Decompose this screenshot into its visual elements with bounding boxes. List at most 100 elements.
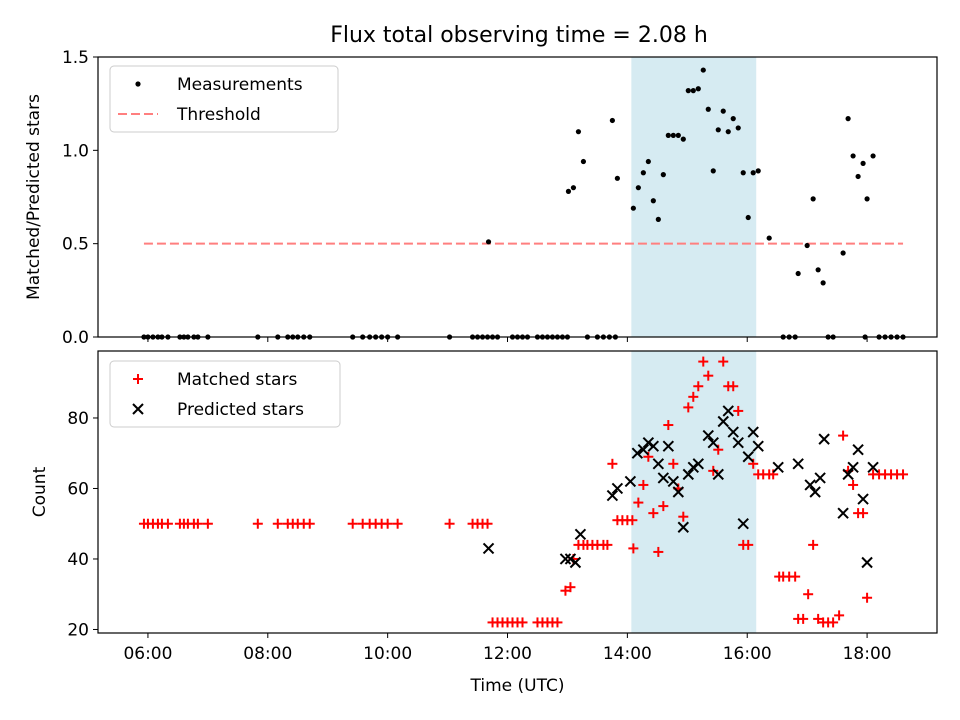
matched-star-point (668, 458, 679, 469)
matched-star-point (607, 458, 618, 469)
predicted-star-point (861, 556, 873, 569)
predicted-star-point (662, 440, 675, 452)
measurement-point (685, 88, 691, 94)
predicted-star-point (847, 461, 859, 474)
matched-star-point (347, 518, 358, 529)
matched-star-point (638, 479, 649, 490)
matched-star-point (898, 469, 909, 480)
legend-box (109, 360, 341, 428)
x-b (867, 461, 879, 474)
matched-star-point (648, 508, 659, 519)
predicted-star-point (717, 415, 729, 428)
predicted-star-point (737, 518, 749, 530)
matched-star-point (703, 370, 714, 381)
matched-star-point (162, 518, 173, 529)
predicted-star-point (727, 426, 739, 438)
x-b (637, 443, 650, 456)
measurement-point (750, 170, 756, 176)
matched-star-point (743, 539, 754, 550)
legend-label: Predicted stars (177, 400, 304, 420)
x-b (737, 518, 749, 530)
x-tick-label: 16:00 (723, 644, 772, 664)
y-axis-label: Count (30, 466, 50, 517)
matched-star-point (698, 356, 709, 367)
measurement-point (710, 168, 716, 174)
y-tick-label: 1.0 (62, 141, 89, 161)
x-b (861, 556, 873, 569)
matched-star-point (798, 613, 809, 624)
matched-star-point (862, 592, 873, 603)
matched-star-point (718, 356, 729, 367)
x-b (682, 468, 695, 481)
predicted-star-point (814, 472, 826, 484)
x-b (707, 436, 719, 449)
legend-dot-marker (135, 81, 141, 87)
top-axes-frame (97, 56, 938, 338)
x-b (702, 429, 714, 442)
measurement-point (810, 196, 816, 202)
x-b (792, 458, 804, 470)
measurement-point (795, 270, 801, 277)
matched-star-point (733, 405, 744, 416)
predicted-star-point (804, 479, 816, 491)
y-tick-label: 60 (67, 479, 89, 499)
y-tick-label: 20 (67, 620, 89, 640)
x-b (772, 461, 784, 474)
predicted-star-point (809, 486, 821, 498)
measurement-point (735, 125, 741, 131)
x-b (482, 542, 495, 555)
matched-star-point (728, 381, 739, 392)
measurement-point (870, 153, 876, 159)
x-b (662, 440, 675, 452)
x-b (677, 521, 690, 533)
matched-star-point (688, 391, 699, 402)
measurement-point (725, 129, 731, 135)
measurement-point (640, 170, 646, 176)
x-b (672, 486, 685, 498)
matched-star-point (663, 420, 674, 431)
predicted-star-point (712, 468, 724, 481)
matched-star-point (552, 617, 563, 628)
legend: Measurements Threshold (109, 65, 339, 133)
matched-star-point (828, 617, 839, 628)
measurement-point (860, 160, 866, 166)
x-b (814, 472, 826, 484)
predicted-star-point (611, 482, 624, 495)
predicted-star-point (624, 475, 637, 488)
x-b (804, 479, 816, 491)
predicted-star-point (667, 475, 680, 488)
matched-star-point (252, 518, 263, 529)
matched-star-point (392, 518, 403, 529)
x-tick-label: 08:00 (243, 644, 292, 664)
legend-label: Threshold (176, 105, 261, 125)
x-b (842, 468, 854, 481)
y-tick-label: 0.5 (62, 235, 89, 255)
chart-title: Flux total observing time = 2.08 h (330, 23, 708, 48)
measurement-point (715, 127, 721, 133)
predicted-star-point (852, 443, 864, 456)
measurement-point (670, 132, 676, 138)
legend: Matched stars Predicted stars (109, 360, 341, 428)
predicted-star-point (569, 556, 582, 569)
x-b (611, 482, 624, 495)
legend-box (109, 65, 339, 133)
legend-x-marker (132, 403, 144, 415)
matched-star-point (708, 465, 719, 476)
x-b (847, 461, 859, 474)
measurement-point (705, 106, 711, 112)
x-b (717, 415, 729, 428)
x-b (747, 426, 759, 438)
bottom-panel: 06:00 08:00 10:00 12:00 14:00 16:00 18:00 20 40 6… (30, 350, 938, 696)
matched-star-point (304, 518, 315, 529)
matched-star-point (683, 402, 694, 413)
matched-star-point (693, 381, 704, 392)
matched-star-point (808, 539, 819, 550)
measurement-point (680, 136, 686, 142)
x-b (564, 553, 577, 565)
x-b (752, 440, 764, 452)
legend-label: Matched stars (177, 370, 297, 390)
measurement-point (720, 108, 726, 114)
measurement-point (766, 235, 772, 241)
matched-star-point (627, 515, 638, 526)
